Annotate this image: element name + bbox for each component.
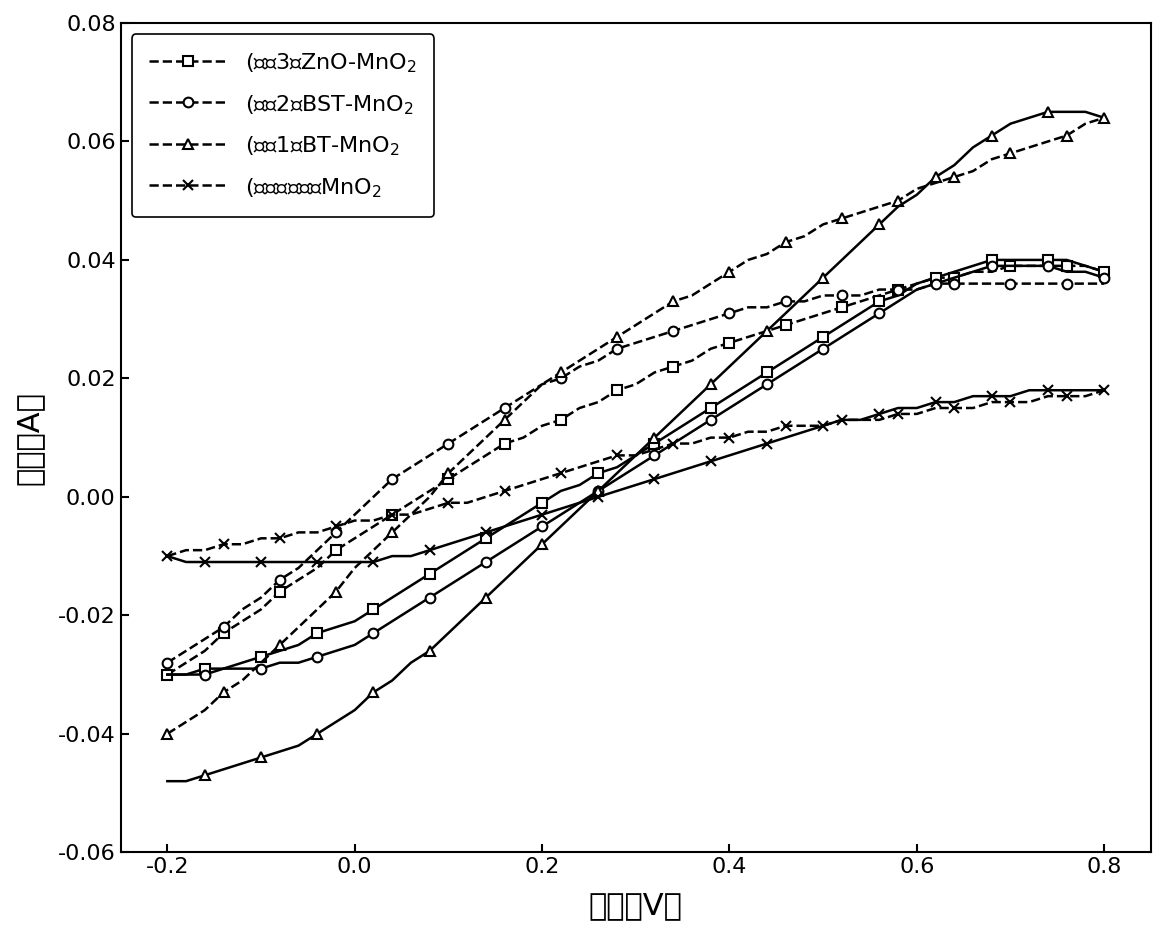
(　例3）ZnO-MnO$_2$ [366,521,380,532]
(　对比　例）MnO$_2$ [779,420,793,431]
(　对比　例）MnO$_2$ [461,497,475,509]
(　对比　例）MnO$_2$ [161,551,175,562]
Legend: (　例3）ZnO-MnO$_2$, (　例2）BST-MnO$_2$, (　例1）BT-MnO$_2$, (　对比　例）MnO$_2$: ( 例3）ZnO-MnO$_2$, ( 例2）BST-MnO$_2$, ( 例1… [132,34,434,218]
(　对比　例）MnO$_2$ [1079,391,1093,402]
(　例2）BST-MnO$_2$ [442,438,456,449]
Line: (　例3）ZnO-MnO$_2$: ( 例3）ZnO-MnO$_2$ [162,261,1109,680]
(　对比　例）MnO$_2$ [1097,384,1111,396]
(　例1）BT-MnO$_2$ [461,450,475,461]
(　例2）BST-MnO$_2$ [928,278,942,289]
(　例3）ZnO-MnO$_2$ [1079,260,1093,271]
Line: (　例1）BT-MnO$_2$: ( 例1）BT-MnO$_2$ [162,113,1109,739]
(　例3）ZnO-MnO$_2$ [1004,260,1018,271]
(　对比　例）MnO$_2$ [366,515,380,526]
Y-axis label: 电流（A）: 电流（A） [15,391,44,484]
(　例1）BT-MnO$_2$ [1079,118,1093,129]
(　例1）BT-MnO$_2$ [779,237,793,248]
(　例1）BT-MnO$_2$ [835,213,849,224]
(　例2）BST-MnO$_2$ [366,491,380,502]
(　例1）BT-MnO$_2$ [366,544,380,555]
(　对比　例）MnO$_2$ [442,497,456,509]
Line: (　对比　例）MnO$_2$: ( 对比 例）MnO$_2$ [162,385,1109,561]
(　例2）BST-MnO$_2$ [779,295,793,307]
(　例3）ZnO-MnO$_2$ [442,473,456,484]
(　例1）BT-MnO$_2$ [442,468,456,479]
(　例1）BT-MnO$_2$ [1097,112,1111,123]
(　例2）BST-MnO$_2$ [1097,278,1111,289]
(　例2）BST-MnO$_2$ [1079,278,1093,289]
(　例2）BST-MnO$_2$ [161,657,175,669]
(　例3）ZnO-MnO$_2$ [161,669,175,680]
(　例2）BST-MnO$_2$ [461,426,475,438]
(　例3）ZnO-MnO$_2$ [461,462,475,473]
(　例3）ZnO-MnO$_2$ [835,302,849,313]
Line: (　例2）BST-MnO$_2$: ( 例2）BST-MnO$_2$ [162,279,1109,668]
(　例3）ZnO-MnO$_2$ [1097,266,1111,278]
(　例1）BT-MnO$_2$ [161,728,175,740]
X-axis label: 电压（V）: 电压（V） [589,891,682,920]
(　例2）BST-MnO$_2$ [835,290,849,301]
(　例3）ZnO-MnO$_2$ [779,320,793,331]
(　对比　例）MnO$_2$ [835,414,849,425]
